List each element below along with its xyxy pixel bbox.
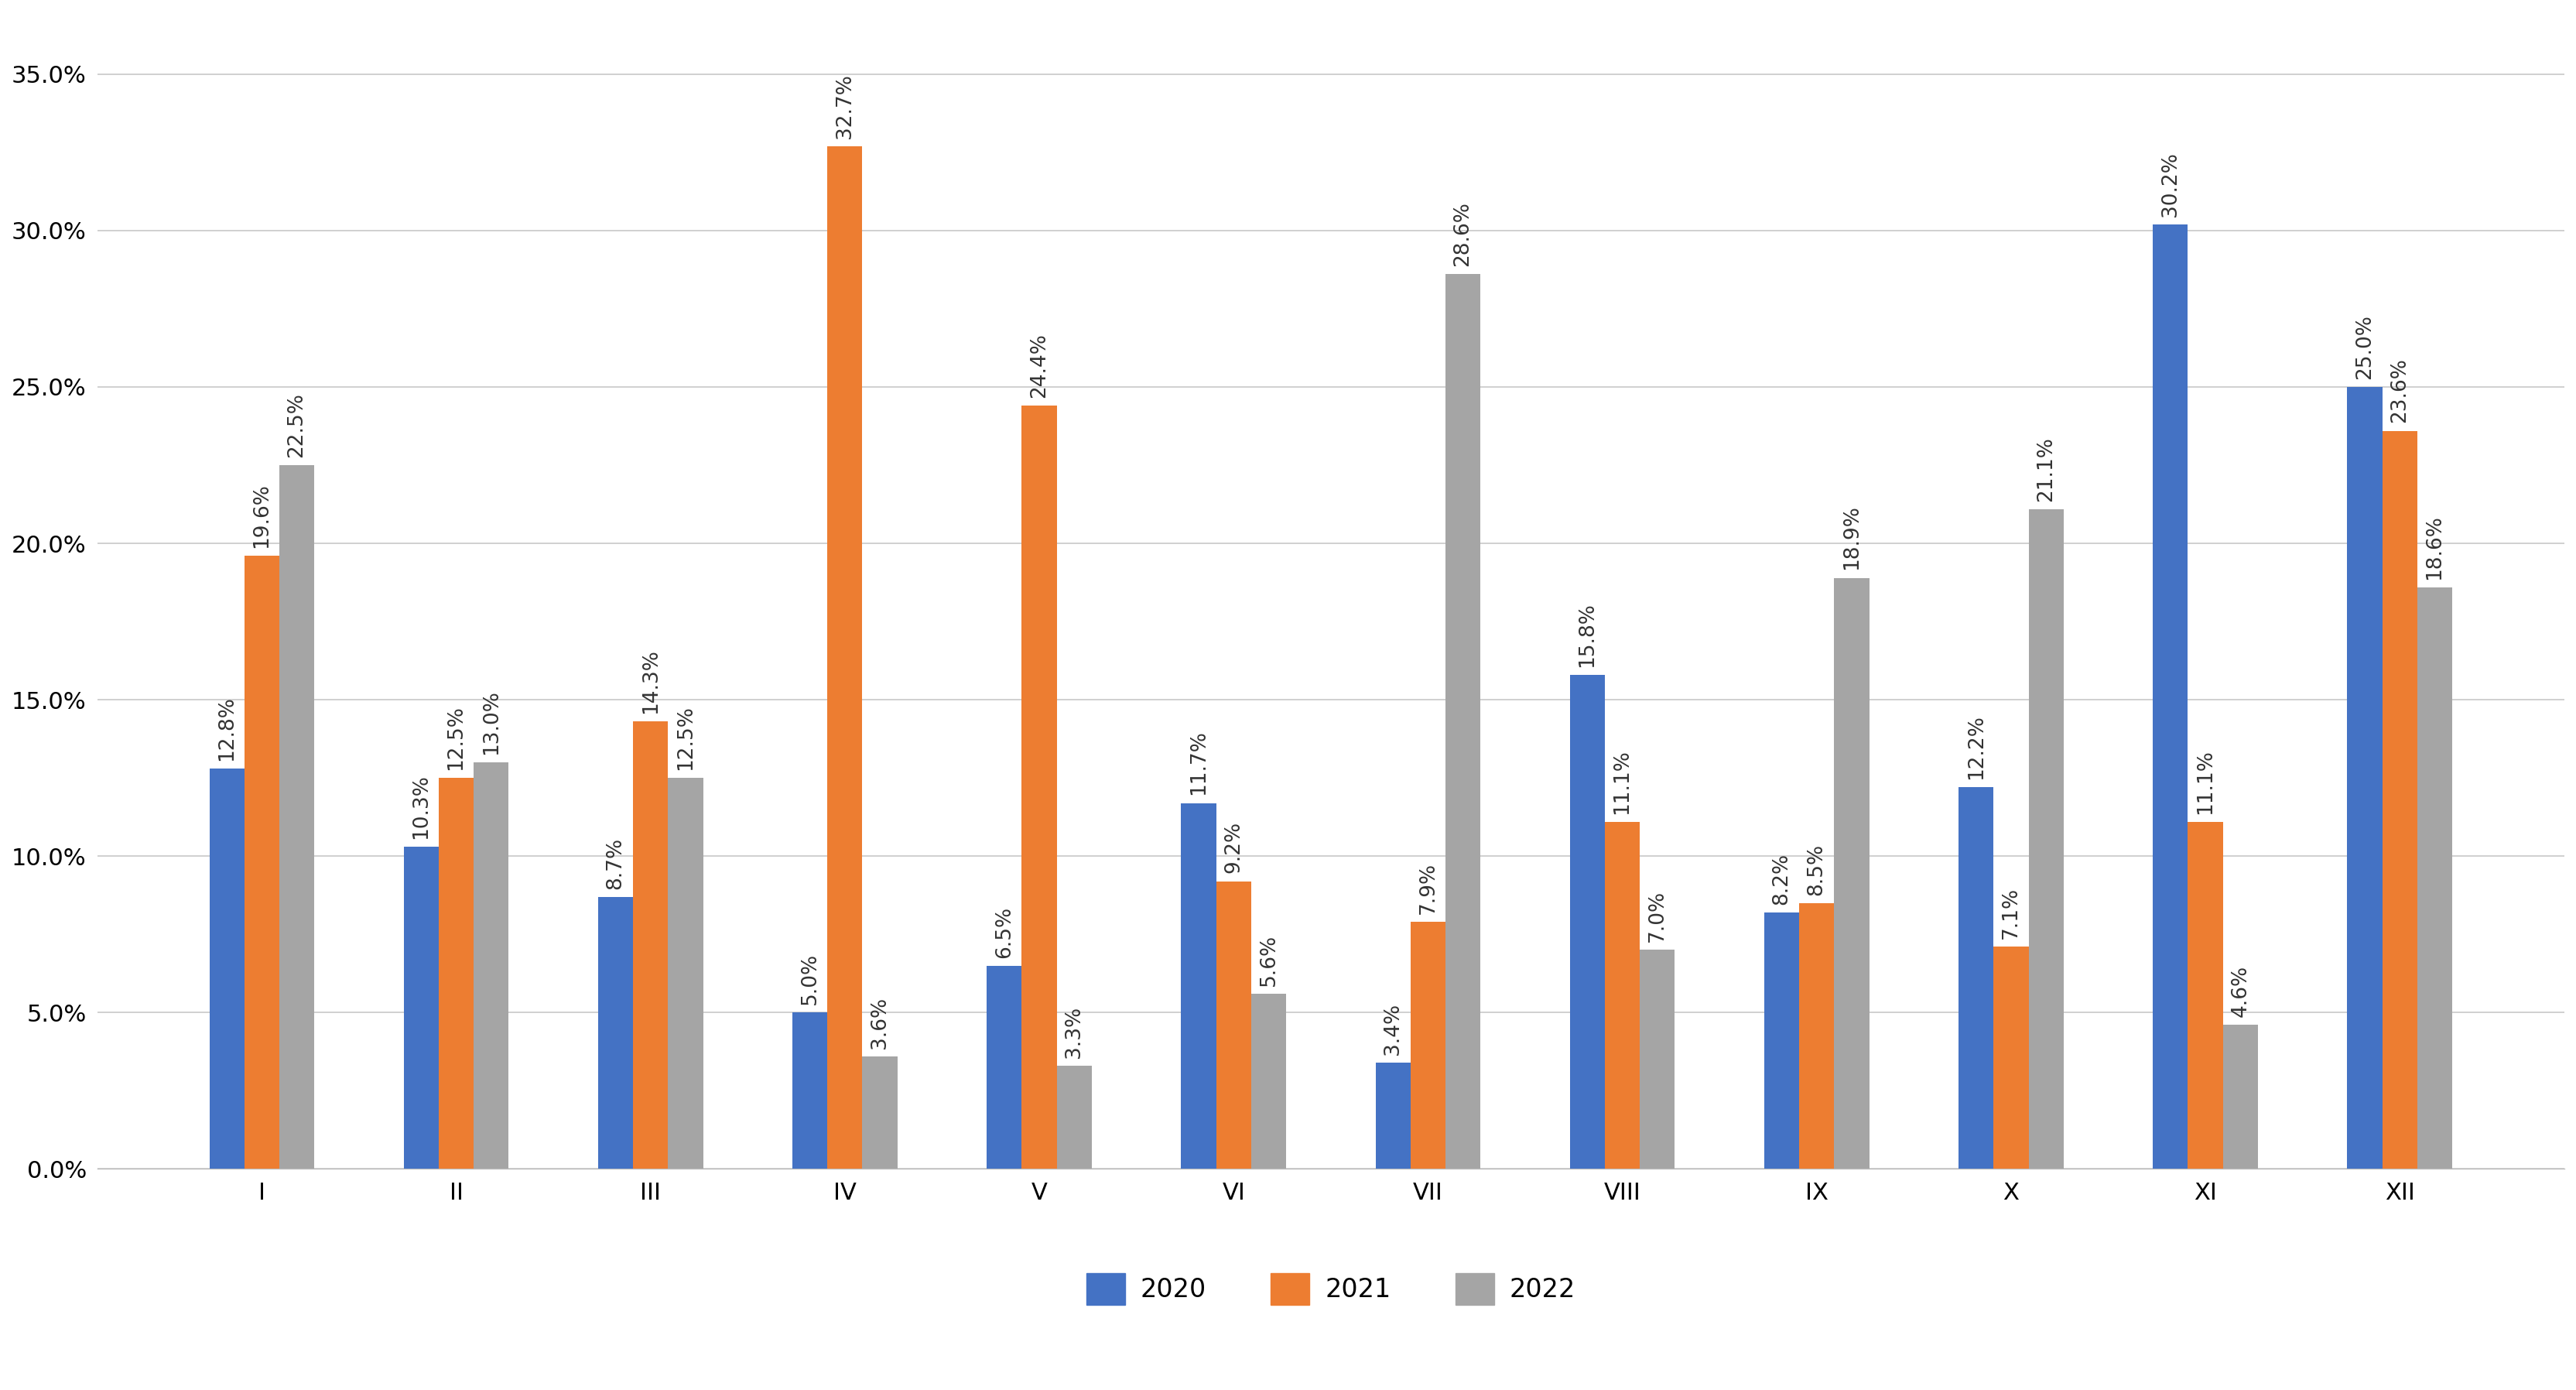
Bar bbox=[474, 762, 507, 1169]
Text: 24.4%: 24.4% bbox=[1030, 334, 1048, 398]
Text: 7.9%: 7.9% bbox=[1417, 862, 1437, 915]
Text: 8.5%: 8.5% bbox=[1806, 844, 1826, 895]
Text: 25.0%: 25.0% bbox=[2354, 314, 2375, 379]
Bar bbox=[1765, 912, 1798, 1169]
Bar bbox=[1056, 1066, 1092, 1169]
Bar bbox=[1216, 881, 1252, 1169]
Bar bbox=[2383, 431, 2416, 1169]
Text: 12.2%: 12.2% bbox=[1965, 714, 1986, 780]
Text: 3.3%: 3.3% bbox=[1064, 1006, 1084, 1058]
Bar bbox=[598, 897, 634, 1169]
Text: 9.2%: 9.2% bbox=[1224, 821, 1244, 873]
Text: 30.2%: 30.2% bbox=[2161, 152, 2179, 217]
Bar bbox=[1412, 922, 1445, 1169]
Bar bbox=[278, 466, 314, 1169]
Text: 10.3%: 10.3% bbox=[412, 774, 430, 840]
Bar bbox=[2027, 509, 2063, 1169]
Bar bbox=[793, 1012, 827, 1169]
Text: 28.6%: 28.6% bbox=[1453, 202, 1473, 267]
Bar bbox=[1376, 1062, 1412, 1169]
Bar bbox=[1569, 674, 1605, 1169]
Bar bbox=[1605, 821, 1641, 1169]
Bar bbox=[404, 847, 438, 1169]
Legend: 2020, 2021, 2022: 2020, 2021, 2022 bbox=[1077, 1264, 1587, 1315]
Bar bbox=[438, 778, 474, 1169]
Text: 11.7%: 11.7% bbox=[1188, 730, 1208, 795]
Text: 3.4%: 3.4% bbox=[1383, 1002, 1404, 1055]
Text: 4.6%: 4.6% bbox=[2231, 965, 2251, 1017]
Text: 7.0%: 7.0% bbox=[1646, 890, 1667, 942]
Bar bbox=[1798, 904, 1834, 1169]
Text: 13.0%: 13.0% bbox=[482, 689, 502, 755]
Bar bbox=[1641, 949, 1674, 1169]
Text: 12.5%: 12.5% bbox=[675, 705, 696, 770]
Text: 6.5%: 6.5% bbox=[994, 906, 1015, 958]
Text: 15.8%: 15.8% bbox=[1577, 602, 1597, 667]
Text: 23.6%: 23.6% bbox=[2391, 359, 2409, 423]
Text: 19.6%: 19.6% bbox=[252, 484, 273, 548]
Bar bbox=[634, 721, 667, 1169]
Bar bbox=[1023, 406, 1056, 1169]
Text: 5.0%: 5.0% bbox=[801, 952, 819, 1005]
Text: 8.2%: 8.2% bbox=[1772, 852, 1793, 905]
Text: 18.6%: 18.6% bbox=[2424, 514, 2445, 580]
Bar bbox=[667, 778, 703, 1169]
Text: 21.1%: 21.1% bbox=[2035, 436, 2056, 502]
Text: 7.1%: 7.1% bbox=[2002, 887, 2022, 940]
Text: 3.6%: 3.6% bbox=[871, 997, 889, 1048]
Text: 12.8%: 12.8% bbox=[216, 696, 237, 760]
Text: 11.1%: 11.1% bbox=[1613, 749, 1633, 815]
Bar bbox=[1182, 803, 1216, 1169]
Text: 14.3%: 14.3% bbox=[641, 649, 659, 714]
Text: 12.5%: 12.5% bbox=[446, 705, 466, 770]
Bar bbox=[2416, 587, 2452, 1169]
Bar bbox=[827, 146, 863, 1169]
Bar bbox=[2223, 1024, 2259, 1169]
Bar bbox=[863, 1056, 896, 1169]
Bar bbox=[209, 769, 245, 1169]
Text: 11.1%: 11.1% bbox=[2195, 749, 2215, 815]
Text: 32.7%: 32.7% bbox=[835, 74, 855, 138]
Text: 22.5%: 22.5% bbox=[286, 392, 307, 457]
Bar bbox=[2154, 224, 2187, 1169]
Bar bbox=[2187, 821, 2223, 1169]
Bar bbox=[987, 966, 1023, 1169]
Bar bbox=[1834, 578, 1870, 1169]
Bar bbox=[245, 556, 278, 1169]
Bar bbox=[1445, 274, 1481, 1169]
Text: 18.9%: 18.9% bbox=[1842, 505, 1862, 570]
Bar bbox=[1958, 787, 1994, 1169]
Bar bbox=[2347, 386, 2383, 1169]
Text: 8.7%: 8.7% bbox=[605, 837, 626, 890]
Bar bbox=[1994, 947, 2027, 1169]
Text: 5.6%: 5.6% bbox=[1260, 934, 1278, 986]
Bar bbox=[1252, 994, 1285, 1169]
